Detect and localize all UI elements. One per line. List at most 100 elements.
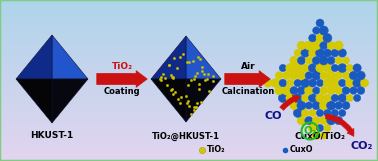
Circle shape: [305, 102, 313, 109]
Text: CO₂: CO₂: [351, 141, 373, 151]
Circle shape: [335, 102, 342, 109]
Text: CO: CO: [264, 111, 282, 121]
Circle shape: [294, 49, 301, 57]
Circle shape: [312, 71, 321, 80]
Circle shape: [331, 64, 339, 72]
Circle shape: [346, 64, 353, 72]
Text: Coating: Coating: [104, 87, 140, 96]
Polygon shape: [52, 35, 88, 79]
Circle shape: [335, 116, 343, 125]
Circle shape: [350, 87, 357, 94]
Circle shape: [313, 27, 320, 34]
Circle shape: [356, 71, 365, 80]
Text: Air: Air: [241, 62, 255, 71]
Circle shape: [323, 64, 332, 72]
Circle shape: [301, 49, 309, 57]
Circle shape: [297, 57, 305, 65]
Circle shape: [327, 101, 336, 110]
Circle shape: [320, 132, 327, 139]
Circle shape: [282, 86, 291, 95]
Circle shape: [309, 109, 316, 117]
Circle shape: [316, 34, 324, 42]
Text: O₂: O₂: [304, 126, 317, 136]
Circle shape: [297, 86, 305, 95]
Circle shape: [308, 64, 317, 72]
Circle shape: [360, 79, 369, 87]
Circle shape: [327, 86, 335, 95]
Circle shape: [312, 117, 320, 124]
Circle shape: [316, 109, 324, 117]
Circle shape: [345, 79, 354, 87]
Circle shape: [297, 116, 306, 125]
Circle shape: [312, 41, 321, 50]
Circle shape: [264, 79, 272, 87]
Circle shape: [327, 57, 335, 65]
Circle shape: [335, 87, 342, 95]
Circle shape: [316, 64, 324, 72]
Circle shape: [308, 79, 317, 87]
Text: CuxO/TiO₂: CuxO/TiO₂: [294, 132, 345, 141]
Circle shape: [353, 64, 361, 72]
Polygon shape: [16, 35, 52, 79]
Circle shape: [327, 71, 336, 80]
Circle shape: [312, 57, 320, 65]
Circle shape: [335, 72, 342, 79]
Circle shape: [316, 49, 324, 57]
Circle shape: [353, 94, 361, 102]
Circle shape: [313, 87, 320, 94]
Circle shape: [279, 64, 287, 72]
Circle shape: [293, 109, 302, 117]
Circle shape: [330, 78, 339, 88]
Circle shape: [287, 79, 294, 87]
Circle shape: [301, 109, 309, 117]
Circle shape: [319, 56, 328, 65]
Circle shape: [324, 109, 331, 117]
Circle shape: [305, 116, 313, 125]
Circle shape: [342, 102, 350, 109]
Circle shape: [290, 86, 298, 95]
Circle shape: [293, 94, 302, 102]
Circle shape: [301, 64, 309, 72]
Circle shape: [335, 57, 342, 64]
Circle shape: [271, 79, 280, 87]
Text: TiO₂@HKUST-1: TiO₂@HKUST-1: [152, 131, 220, 141]
Circle shape: [339, 109, 346, 117]
Circle shape: [312, 101, 321, 110]
Circle shape: [293, 64, 302, 72]
Circle shape: [338, 63, 347, 73]
Circle shape: [304, 41, 313, 50]
Circle shape: [319, 116, 328, 125]
Circle shape: [297, 71, 306, 80]
Circle shape: [320, 42, 328, 49]
Circle shape: [323, 49, 332, 57]
Circle shape: [338, 49, 347, 57]
Circle shape: [283, 71, 291, 80]
Circle shape: [304, 86, 313, 95]
Circle shape: [357, 87, 365, 95]
Circle shape: [338, 94, 347, 102]
Circle shape: [316, 19, 324, 27]
Circle shape: [301, 79, 310, 87]
Circle shape: [290, 101, 298, 110]
Polygon shape: [52, 79, 88, 123]
Circle shape: [342, 72, 350, 79]
Circle shape: [319, 26, 328, 35]
Circle shape: [327, 116, 336, 125]
Circle shape: [324, 124, 331, 132]
Circle shape: [349, 71, 358, 80]
Circle shape: [290, 56, 298, 65]
Circle shape: [353, 79, 361, 87]
Circle shape: [308, 124, 317, 132]
Circle shape: [316, 94, 324, 102]
Circle shape: [279, 79, 287, 87]
Text: Calcination: Calcination: [222, 87, 275, 96]
Polygon shape: [16, 79, 52, 123]
Circle shape: [324, 94, 331, 102]
Circle shape: [339, 79, 346, 87]
Text: TiO₂: TiO₂: [112, 62, 133, 71]
Circle shape: [308, 49, 317, 57]
Polygon shape: [186, 36, 221, 79]
Circle shape: [286, 94, 295, 102]
Text: CuxO: CuxO: [290, 146, 313, 155]
Circle shape: [290, 71, 298, 80]
